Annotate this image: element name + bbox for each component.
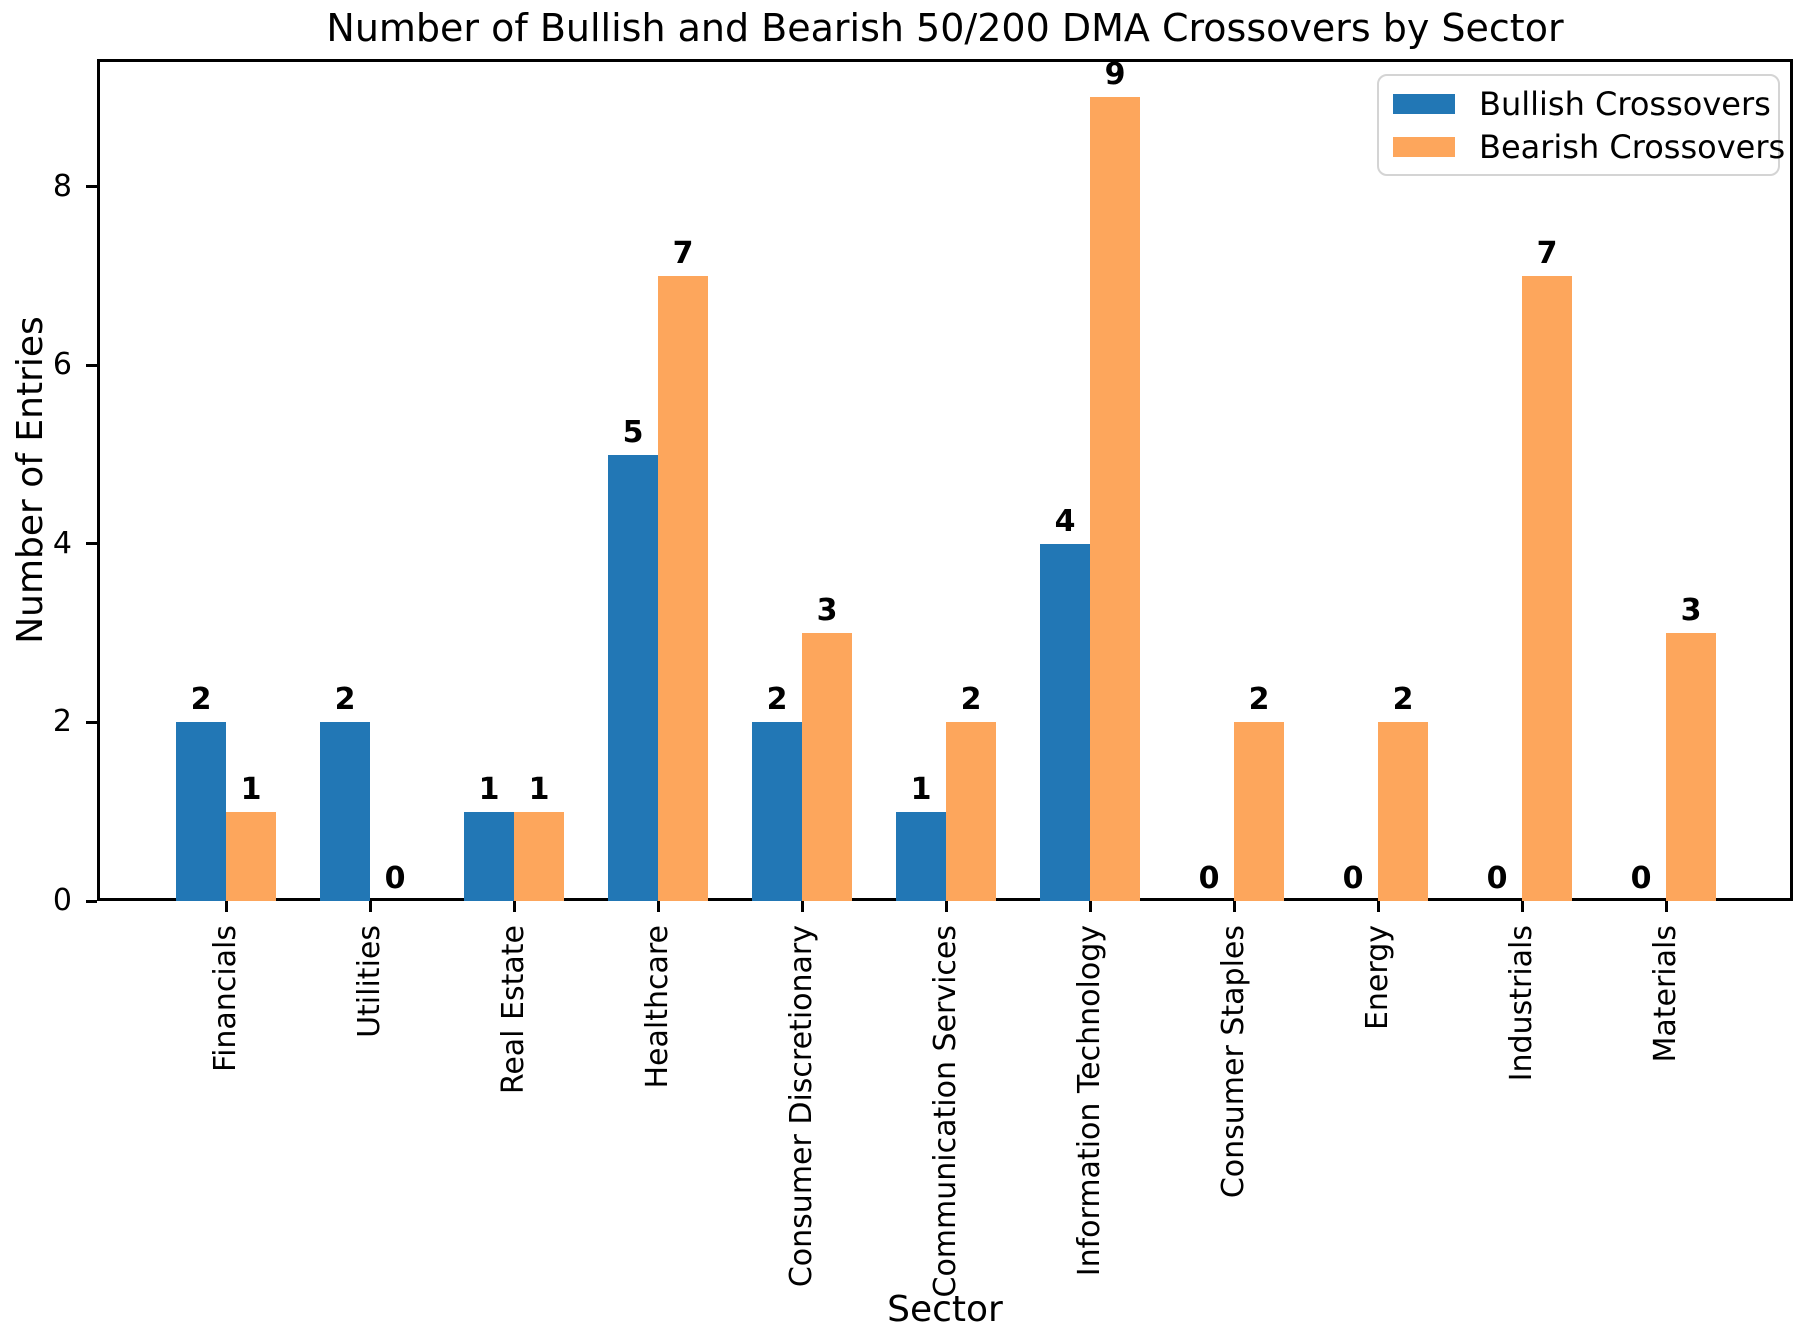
x-tick-label-utilities: Utilities [352,925,387,1038]
bar-bullish-utilities [320,722,370,901]
bar-bullish-information-technology [1040,543,1090,901]
bar-bearish-healthcare [658,275,708,901]
bar-value-bullish-communication-services: 1 [910,771,932,807]
x-tick-label-real-estate: Real Estate [496,925,531,1095]
x-tick-mark [368,901,372,912]
bar-value-bearish-consumer-discretionary: 3 [816,593,838,629]
x-tick-label-energy: Energy [1360,925,1395,1031]
x-tick-mark [224,901,228,912]
x-tick-mark [656,901,660,912]
bar-value-bullish-consumer-staples: 0 [1198,861,1220,896]
y-tick-label: 8 [52,168,72,204]
legend-label-bullish: Bullish Crossovers [1479,84,1771,123]
bar-value-bearish-communication-services: 2 [960,682,982,718]
bar-value-bearish-healthcare: 7 [672,235,694,271]
x-tick-mark [1376,901,1380,912]
x-tick-label-materials: Materials [1648,925,1683,1063]
bar-value-bearish-energy: 2 [1392,682,1414,718]
legend-item-bearish: Bearish Crossovers [1393,129,1785,165]
y-tick-label: 0 [52,883,72,918]
bar-value-bullish-information-technology: 4 [1054,503,1076,539]
y-tick-label: 4 [52,525,72,561]
bar-value-bearish-utilities: 0 [384,861,406,896]
y-tick-label: 6 [52,347,72,383]
legend-swatch-bearish-icon [1393,136,1455,157]
x-tick-mark [1520,901,1524,912]
legend-swatch-bullish-icon [1393,93,1455,114]
legend-item-bullish: Bullish Crossovers [1393,86,1771,122]
x-axis-label: Sector [887,1289,1003,1330]
x-tick-label-information-technology: Information Technology [1072,925,1107,1277]
bar-bearish-financials [226,811,276,901]
x-tick-label-communication-services: Communication Services [928,925,963,1298]
bar-bearish-information-technology [1090,97,1140,901]
bar-bearish-consumer-staples [1234,722,1284,901]
x-tick-label-industrials: Industrials [1504,925,1539,1082]
y-tick-mark [86,542,97,546]
bar-value-bullish-industrials: 0 [1486,861,1508,896]
y-axis-label: Number of Entries [10,316,51,644]
chart-title: Number of Bullish and Bearish 50/200 DMA… [326,6,1564,50]
x-tick-mark [1088,901,1092,912]
bar-bullish-consumer-discretionary [752,722,802,901]
y-tick-mark [86,720,97,724]
bar-value-bullish-real-estate: 1 [478,771,500,807]
legend: Bullish Crossovers Bearish Crossovers [1377,74,1785,176]
bar-bearish-materials [1666,633,1716,901]
x-tick-mark [1232,901,1236,912]
bar-value-bullish-energy: 0 [1342,861,1364,896]
bar-value-bullish-consumer-discretionary: 2 [766,682,788,718]
bar-value-bearish-financials: 1 [240,771,262,807]
y-tick-mark [86,899,97,903]
bar-bearish-real-estate [514,811,564,901]
y-tick-label: 2 [52,704,72,740]
x-tick-label-healthcare: Healthcare [640,925,675,1089]
bar-bearish-consumer-discretionary [802,633,852,901]
plot-area [97,59,1793,901]
bar-bearish-communication-services [946,722,996,901]
x-tick-label-consumer-staples: Consumer Staples [1216,925,1251,1199]
x-tick-mark [512,901,516,912]
bar-value-bearish-real-estate: 1 [528,771,550,807]
x-tick-label-financials: Financials [208,925,243,1072]
x-tick-mark [1664,901,1668,912]
bar-value-bullish-utilities: 2 [334,682,356,718]
bar-value-bearish-information-technology: 9 [1104,57,1126,93]
x-tick-mark [944,901,948,912]
legend-label-bearish: Bearish Crossovers [1479,127,1786,166]
bar-value-bullish-financials: 2 [190,682,212,718]
x-tick-mark [800,901,804,912]
y-tick-mark [86,363,97,367]
bar-value-bearish-consumer-staples: 2 [1248,682,1270,718]
bar-value-bearish-industrials: 7 [1536,235,1558,271]
bar-bullish-healthcare [608,454,658,901]
bar-bearish-energy [1378,722,1428,901]
bar-bullish-real-estate [464,811,514,901]
bar-value-bullish-healthcare: 5 [622,414,644,450]
bar-value-bearish-materials: 3 [1680,593,1702,629]
bar-bullish-communication-services [896,811,946,901]
bar-bullish-financials [176,722,226,901]
bar-value-bullish-materials: 0 [1630,861,1652,896]
x-tick-label-consumer-discretionary: Consumer Discretionary [784,925,819,1288]
bar-bearish-industrials [1522,275,1572,901]
y-tick-mark [86,185,97,189]
